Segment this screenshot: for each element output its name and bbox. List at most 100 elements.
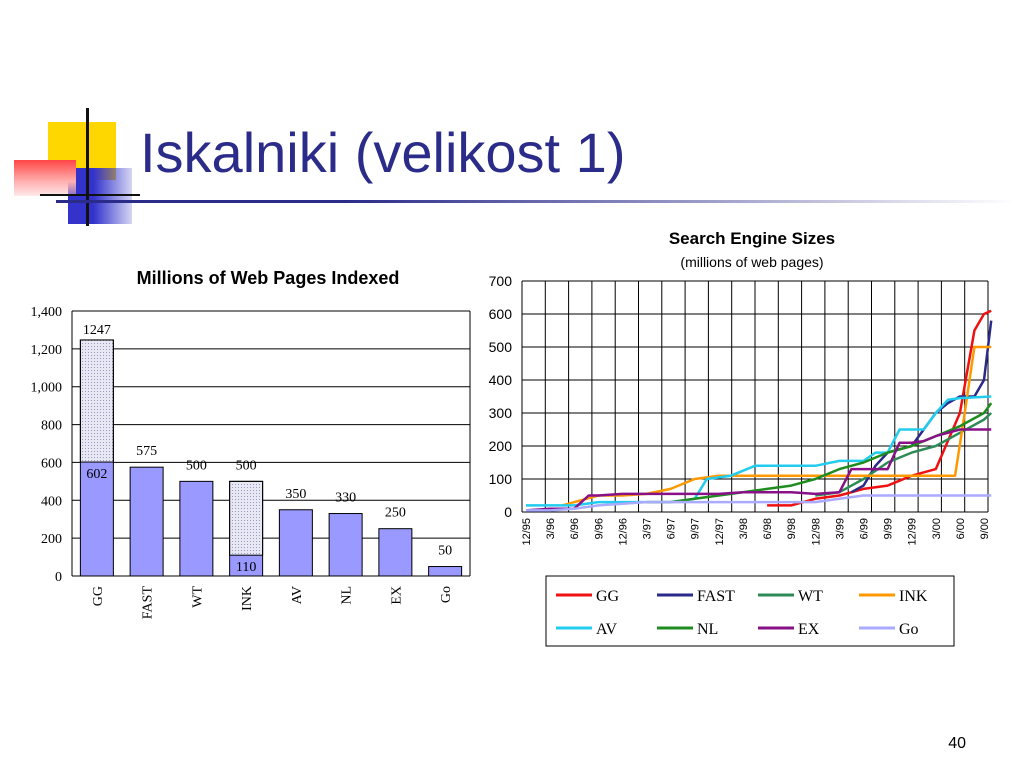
bar-y-tick-label: 200 — [41, 532, 62, 547]
legend-label: NL — [697, 621, 718, 638]
bar-chart-title: Millions of Web Pages Indexed — [137, 268, 400, 288]
line-x-tick-label: 6/97 — [666, 518, 678, 539]
line-chart-subtitle: (millions of web pages) — [680, 254, 823, 270]
title-underline — [56, 200, 1016, 203]
line-chart-grid — [521, 280, 989, 513]
series-fast — [850, 320, 993, 494]
line-x-tick-label: 6/96 — [569, 518, 581, 539]
bar-value-label: 50 — [438, 544, 452, 559]
line-chart-title: Search Engine Sizes — [669, 229, 835, 248]
page-number: 40 — [948, 735, 966, 752]
bar-y-tick-label: 800 — [41, 419, 62, 434]
line-x-tick-label: 6/00 — [955, 518, 967, 539]
bar-nl — [329, 513, 363, 576]
line-y-tick-label: 400 — [489, 372, 513, 388]
bar-x-tick-label: FAST — [141, 586, 156, 620]
bar-value-label: 575 — [136, 444, 157, 459]
deco-blue-square — [68, 168, 132, 224]
bar-outline — [428, 566, 463, 577]
legend-label: WT — [798, 588, 823, 605]
bar-x-tick-label: WT — [190, 586, 205, 608]
series-nl — [646, 402, 993, 504]
bar-ex — [378, 528, 412, 576]
bar-outline — [278, 509, 313, 577]
bar-outline — [179, 480, 214, 577]
line-x-tick-label: 9/98 — [786, 518, 798, 539]
bar-wt — [179, 481, 213, 576]
series-av — [526, 395, 992, 507]
bar-gg — [80, 462, 114, 576]
line-chart-series — [525, 309, 993, 512]
line-y-tick-label: 600 — [489, 306, 513, 322]
line-x-tick-label: 12/99 — [907, 518, 919, 546]
bar-value-label: 250 — [385, 506, 406, 521]
series-gg — [767, 309, 992, 507]
bar-go — [428, 566, 462, 576]
bar-chart-y-axis: 0 200 400 600 800 1,000 1,200 1,400 — [31, 305, 63, 585]
line-x-tick-label: 9/99 — [883, 518, 895, 539]
line-y-tick-label: 200 — [489, 438, 513, 454]
bar-y-tick-label: 1,400 — [31, 305, 63, 320]
line-y-tick-label: 700 — [489, 273, 513, 289]
line-x-tick-label: 3/99 — [834, 518, 846, 539]
bar-y-tick-label: 1,000 — [31, 381, 63, 396]
line-y-tick-label: 0 — [504, 504, 512, 520]
legend-label: Go — [899, 621, 919, 638]
bar-chart-value-labels: 1247 602 575 500 500 110 350 330 250 50 — [83, 323, 452, 575]
line-x-tick-label: 9/96 — [593, 518, 605, 539]
bar-x-tick-label: EX — [389, 586, 404, 605]
line-y-tick-label: 500 — [489, 339, 513, 355]
line-x-tick-label: 3/00 — [931, 518, 943, 539]
bar-gg-extra — [79, 339, 114, 463]
deco-horizontal-line — [40, 194, 140, 196]
bar-fast — [130, 467, 164, 576]
bar-x-tick-label: GG — [91, 586, 106, 606]
bar-av — [279, 509, 313, 576]
legend-label: FAST — [697, 588, 735, 605]
bar-outline — [229, 480, 264, 577]
bar-inner-label: 602 — [86, 467, 107, 482]
line-chart-y-axis: 0 100 200 300 400 500 600 700 — [489, 273, 513, 520]
deco-vertical-line — [86, 108, 89, 226]
line-x-tick-label: 6/99 — [858, 518, 870, 539]
bar-value-label: 500 — [186, 458, 207, 473]
line-chart-x-axis: 12/95 3/96 6/96 9/96 12/96 3/97 6/97 9/97 12/97 3… — [521, 518, 991, 546]
line-x-tick-label: 12/98 — [810, 518, 822, 546]
bar-outline — [378, 528, 413, 577]
line-x-tick-label: 6/98 — [762, 518, 774, 539]
bar-y-tick-label: 1,200 — [31, 343, 63, 358]
bar-chart-bars — [79, 339, 463, 577]
series-wt — [815, 412, 993, 497]
line-x-tick-label: 3/97 — [642, 518, 654, 539]
legend-label: GG — [596, 588, 620, 605]
bar-x-tick-label: INK — [240, 586, 255, 611]
legend-label: AV — [596, 621, 617, 638]
series-go — [526, 494, 992, 512]
bar-value-label: 330 — [335, 491, 356, 506]
bar-x-tick-label: Go — [439, 586, 454, 603]
slide-title: Iskalniki (velikost 1) — [140, 121, 626, 184]
legend-label: EX — [798, 621, 820, 638]
bar-value-label: 500 — [236, 458, 257, 473]
bar-inner-label: 110 — [236, 560, 256, 575]
line-x-tick-label: 3/98 — [738, 518, 750, 539]
bar-value-label: 1247 — [83, 323, 111, 338]
line-x-tick-label: 9/97 — [690, 518, 702, 539]
bar-y-tick-label: 0 — [55, 570, 62, 585]
deco-red-square — [14, 160, 76, 196]
line-chart-legend: GG FAST WT INK AV NL EX Go — [545, 575, 955, 647]
bar-y-tick-label: 600 — [41, 456, 62, 471]
line-y-tick-label: 300 — [489, 405, 513, 421]
line-x-tick-label: 12/95 — [521, 518, 533, 546]
bar-outline — [328, 513, 363, 577]
bar-outline — [79, 339, 114, 577]
bar-x-tick-label: NL — [340, 586, 355, 605]
line-x-tick-label: 9/00 — [979, 518, 991, 539]
line-x-tick-label: 3/96 — [545, 518, 557, 539]
bar-x-tick-label: AV — [290, 586, 305, 604]
series-ex — [525, 428, 992, 512]
bar-y-tick-label: 400 — [41, 494, 62, 509]
line-y-tick-label: 100 — [489, 471, 513, 487]
